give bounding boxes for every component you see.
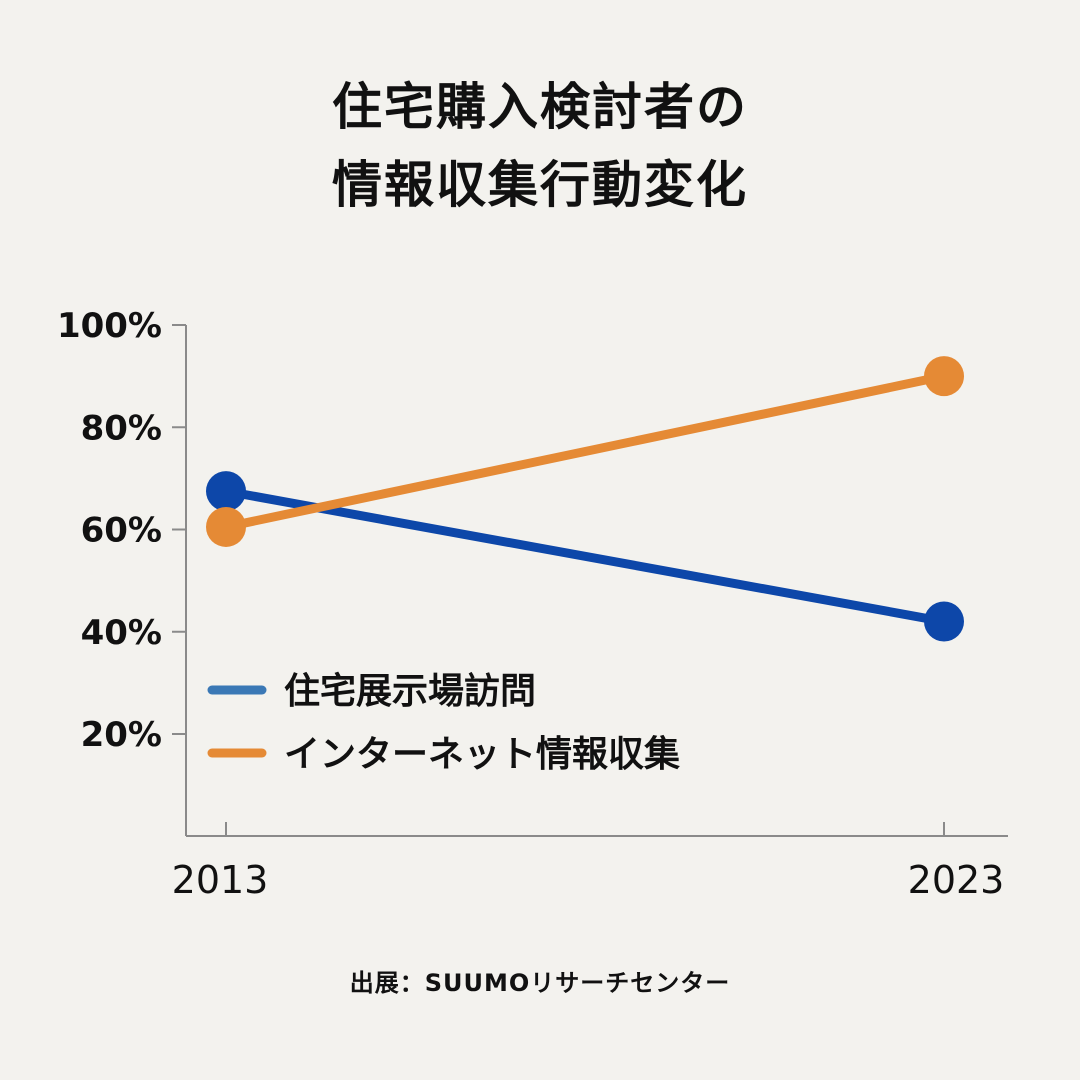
legend-label-housing-exhibition: 住宅展示場訪問	[284, 670, 536, 712]
y-tick-label: 40%	[81, 613, 162, 653]
series-line	[221, 371, 949, 532]
x-axis-ticks: 2013 2023	[172, 822, 1005, 902]
source-note: 出展：SUUMOリサーチセンター	[349, 969, 731, 997]
x-tick-label: 2013	[172, 858, 269, 902]
legend: 住宅展示場訪問 インターネット情報収集	[207, 670, 680, 775]
series-lines	[221, 371, 949, 627]
chart-title-line-2: 情報収集行動変化	[332, 156, 748, 214]
y-tick-label: 80%	[81, 408, 162, 448]
data-point	[206, 506, 246, 547]
series-points	[206, 356, 964, 642]
x-tick-label: 2023	[908, 858, 1005, 902]
y-tick-label: 20%	[81, 715, 162, 755]
chart-title-line-1: 住宅購入検討者の	[332, 78, 748, 136]
legend-label-internet-research: インターネット情報収集	[284, 734, 680, 775]
data-point	[924, 601, 964, 642]
series-line	[221, 486, 949, 627]
data-point	[924, 356, 964, 397]
data-point	[206, 471, 246, 512]
y-axis-ticks: 20% 40% 60% 80% 100%	[57, 306, 186, 755]
y-tick-label: 100%	[57, 306, 162, 346]
y-tick-label: 60%	[81, 511, 162, 551]
chart-title: 住宅購入検討者の 情報収集行動変化	[0, 68, 1080, 224]
